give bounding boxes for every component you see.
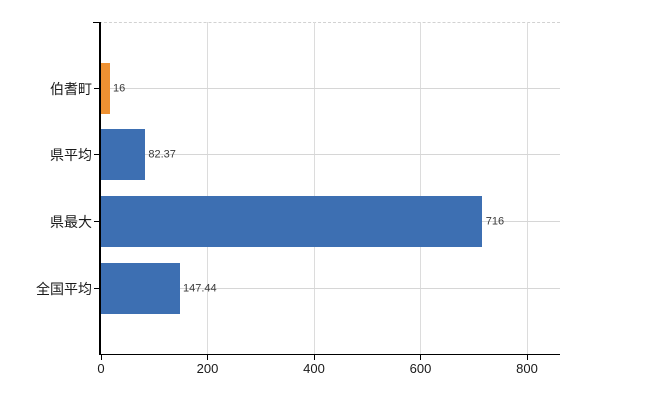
x-axis-tick-label: 600 [409,360,432,376]
y-axis-top-tick [93,22,99,23]
gridline-top [99,22,560,23]
x-tick-200 [207,355,208,360]
category-label: 伯耆町 [50,80,92,97]
x-axis-line [99,353,560,355]
bar-3 [101,262,180,314]
y-tick-0 [94,87,99,89]
x-tick-600 [420,355,421,360]
gridline-horizontal [101,87,560,89]
y-axis-line [99,22,101,355]
x-axis-tick-label: 200 [196,360,219,376]
y-tick-1 [94,154,99,156]
bar-2 [101,196,483,247]
x-axis-tick-label: 800 [516,360,538,376]
bar-value-label: 82.37 [148,148,176,161]
bar-value-label: 147.44 [183,282,217,295]
y-tick-3 [94,287,99,289]
gridline-horizontal [101,287,560,289]
gridline-horizontal [101,154,560,156]
gridline-vertical [207,22,208,354]
x-tick-400 [313,355,315,360]
x-tick-800 [526,355,528,360]
gridline-vertical [526,22,528,354]
category-label: 県最大 [50,214,92,230]
category-label: 全国平均 [36,280,92,297]
bar-value-label: 16 [113,82,126,94]
gridline-vertical [420,22,421,354]
bar-value-label: 716 [485,215,505,228]
category-label: 県平均 [50,147,92,164]
gridline-vertical [313,22,315,354]
y-tick-2 [94,221,99,222]
bar-1 [101,129,145,181]
x-axis-tick-label: 0 [97,360,105,376]
x-axis-tick-label: 400 [303,360,325,376]
x-tick-0 [100,355,102,360]
bar-0 [101,62,110,114]
